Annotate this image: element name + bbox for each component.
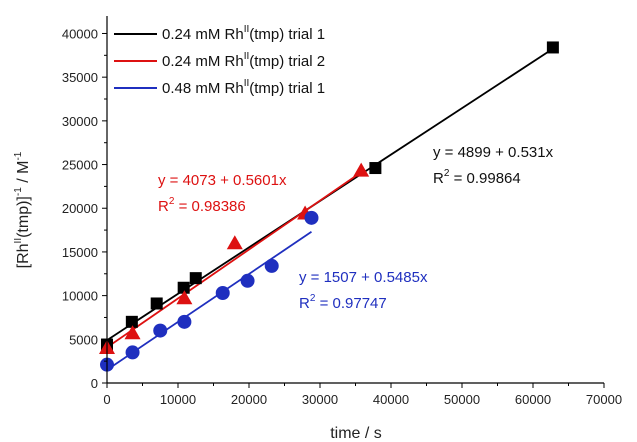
x-tick-label: 30000 bbox=[302, 392, 338, 407]
annotation-series-1: y = 4899 + 0.531x R2 = 0.99864 bbox=[433, 144, 554, 187]
y-axis-title-sup2: -1 bbox=[13, 187, 24, 196]
x-tick-label: 60000 bbox=[515, 392, 551, 407]
y-tick-label: 15000 bbox=[62, 245, 98, 260]
fit-equation-series-3: y = 1507 + 0.5485x bbox=[299, 269, 428, 286]
data-point-series-3 bbox=[240, 273, 255, 288]
y-axis-title-sup3: -1 bbox=[13, 151, 24, 160]
data-point-series-3 bbox=[177, 314, 192, 329]
data-point-series-1 bbox=[369, 162, 382, 175]
data-point-series-2 bbox=[353, 162, 370, 177]
data-point-series-3 bbox=[264, 258, 279, 273]
legend-label-series-3: 0.48 mM RhII(tmp) trial 1 bbox=[162, 78, 325, 97]
y-axis-title-mid: (tmp)] bbox=[15, 196, 32, 238]
data-point-series-2 bbox=[176, 290, 193, 305]
annotation-series-3: y = 1507 + 0.5485x R2 = 0.97747 bbox=[299, 269, 428, 312]
data-point-series-1 bbox=[125, 315, 138, 328]
fit-r2-series-1: R2 = 0.99864 bbox=[433, 168, 521, 187]
data-point-series-3 bbox=[125, 345, 140, 360]
y-axis-title-base: [Rh bbox=[15, 243, 32, 268]
x-tick-label: 10000 bbox=[160, 392, 196, 407]
legend-label-series-2: 0.24 mM RhII(tmp) trial 2 bbox=[162, 51, 325, 70]
y-tick-label: 5000 bbox=[69, 332, 98, 347]
y-tick-label: 35000 bbox=[62, 70, 98, 85]
fit-equation-series-2: y = 4073 + 0.5601x bbox=[158, 172, 287, 189]
data-point-series-3 bbox=[304, 210, 319, 225]
y-tick-label: 40000 bbox=[62, 26, 98, 41]
data-point-series-1 bbox=[546, 41, 559, 54]
y-tick-label: 25000 bbox=[62, 158, 98, 173]
data-point-series-1 bbox=[189, 272, 202, 285]
y-axis-title: [RhII(tmp)]-1 / M-1 bbox=[13, 151, 32, 268]
x-tick-label: 40000 bbox=[373, 392, 409, 407]
fit-line-series-3 bbox=[106, 231, 312, 371]
fit-r2-series-3: R2 = 0.97747 bbox=[299, 293, 387, 312]
legend: 0.24 mM RhII(tmp) trial 1 0.24 mM RhII(t… bbox=[114, 24, 325, 97]
data-point-series-1 bbox=[177, 281, 190, 294]
x-axis-title: time / s bbox=[330, 425, 382, 442]
y-tick-label: 30000 bbox=[62, 114, 98, 129]
fit-equation-series-1: y = 4899 + 0.531x bbox=[433, 144, 554, 161]
data-point-series-1 bbox=[150, 297, 163, 310]
fit-line-series-2 bbox=[106, 171, 362, 349]
y-tick-label: 10000 bbox=[62, 289, 98, 304]
data-point-series-3 bbox=[215, 285, 230, 300]
y-tick-label: 20000 bbox=[62, 201, 98, 216]
x-tick-label: 70000 bbox=[586, 392, 622, 407]
x-tick-label: 0 bbox=[103, 392, 110, 407]
data-point-series-2 bbox=[124, 325, 141, 340]
y-tick-label: 0 bbox=[91, 376, 98, 391]
fit-r2-series-2: R2 = 0.98386 bbox=[158, 196, 246, 215]
y-axis-title-sup1: II bbox=[13, 238, 24, 244]
annotation-series-2: y = 4073 + 0.5601x R2 = 0.98386 bbox=[158, 172, 287, 215]
data-point-series-3 bbox=[153, 323, 168, 338]
x-tick-label: 50000 bbox=[444, 392, 480, 407]
data-point-series-2 bbox=[226, 235, 243, 250]
x-tick-label: 20000 bbox=[231, 392, 267, 407]
y-axis-title-unit: / M bbox=[15, 161, 32, 188]
legend-label-series-1: 0.24 mM RhII(tmp) trial 1 bbox=[162, 24, 325, 43]
